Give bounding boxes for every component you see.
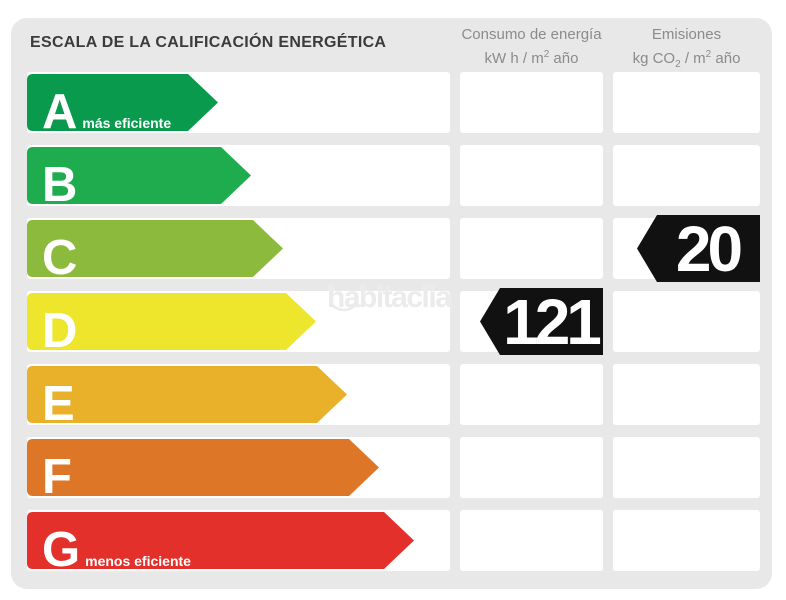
rating-row-e: E bbox=[27, 364, 760, 429]
rating-letter-g: G bbox=[42, 523, 81, 577]
consumo-cell-d: 121 bbox=[460, 288, 603, 355]
rating-bar-cell-d: D bbox=[27, 291, 450, 356]
emisiones-unit-superscript: 2 bbox=[705, 49, 712, 60]
rating-bar-cell-b: B bbox=[27, 145, 450, 210]
energy-scale-panel: ESCALA DE LA CALIFICACIÓN ENERGÉTICA Con… bbox=[11, 18, 772, 589]
rating-bar-arrow-b: B bbox=[27, 147, 251, 210]
rating-bar-text: B bbox=[42, 161, 77, 210]
rating-bar-cell-e: E bbox=[27, 364, 450, 429]
rating-note-a: más eficiente bbox=[82, 115, 172, 131]
rating-row-d: D 121 bbox=[27, 288, 760, 356]
rating-letter-a: A bbox=[42, 85, 78, 139]
emisiones-cell-f bbox=[613, 437, 760, 498]
rating-letter-c: C bbox=[42, 231, 78, 285]
rating-bar-shape bbox=[27, 439, 379, 496]
rating-bar-text: F bbox=[42, 453, 72, 502]
consumo-cell-g bbox=[460, 510, 603, 571]
rating-bar-arrow-f: F bbox=[27, 439, 379, 502]
rating-row-c: C 20 bbox=[27, 215, 760, 283]
rating-bar-arrow-e: E bbox=[27, 366, 347, 429]
rating-bar-shape bbox=[27, 512, 414, 569]
emisiones-cell-g bbox=[613, 510, 760, 571]
emisiones-cell-b bbox=[613, 145, 760, 206]
consumo-cell-e bbox=[460, 364, 603, 425]
rating-bar-text: C bbox=[42, 234, 77, 283]
rating-letter-e: E bbox=[42, 377, 75, 431]
emisiones-column-header: Emisiones kg CO2 / m2 año bbox=[613, 25, 760, 75]
emisiones-cell-d bbox=[613, 291, 760, 352]
rating-bar-text: D bbox=[42, 307, 77, 356]
consumo-unit-superscript: 2 bbox=[543, 49, 550, 60]
rating-bar-shape bbox=[27, 366, 347, 423]
consumo-header-title: Consumo de energía bbox=[461, 26, 602, 43]
rating-bar-arrow-d: D bbox=[27, 293, 316, 356]
rating-letter-d: D bbox=[42, 304, 78, 358]
emisiones-unit-subscript: 2 bbox=[675, 59, 681, 70]
emisiones-header-title: Emisiones bbox=[651, 26, 722, 43]
consumo-cell-b bbox=[460, 145, 603, 206]
rating-row-f: F bbox=[27, 437, 760, 502]
consumo-cell-a bbox=[460, 72, 603, 133]
rating-bar-cell-c: C bbox=[27, 218, 450, 283]
rating-bar-shape bbox=[27, 220, 283, 277]
emisiones-value-arrow-value: 20 bbox=[675, 212, 743, 285]
consumo-cell-c bbox=[460, 218, 603, 279]
rating-bar-shape bbox=[27, 74, 218, 131]
emisiones-header-units: kg CO2 / m2 año bbox=[632, 49, 741, 70]
consumo-value-arrow-value: 121 bbox=[503, 285, 602, 358]
rating-note-g: menos eficiente bbox=[85, 553, 191, 569]
rating-letter-b: B bbox=[42, 158, 78, 212]
rating-bar-shape bbox=[27, 293, 316, 350]
rating-bar-arrow-c: C bbox=[27, 220, 283, 283]
emisiones-cell-a bbox=[613, 72, 760, 133]
emisiones-cell-e bbox=[613, 364, 760, 425]
rating-bar-cell-f: F bbox=[27, 437, 450, 502]
consumo-cell-f bbox=[460, 437, 603, 498]
page-title: ESCALA DE LA CALIFICACIÓN ENERGÉTICA bbox=[30, 34, 387, 51]
rating-bar-shape bbox=[27, 147, 251, 204]
emisiones-value-arrow: 20 bbox=[637, 215, 760, 282]
consumo-column-header: Consumo de energía kW h / m2 año bbox=[460, 25, 603, 69]
emisiones-cell-c: 20 bbox=[613, 215, 760, 282]
consumo-header-units: kW h / m2 año bbox=[484, 49, 579, 67]
consumo-value-arrow: 121 bbox=[480, 288, 603, 355]
rating-bar-text: E bbox=[42, 380, 75, 429]
rating-row-b: B bbox=[27, 145, 760, 210]
rating-letter-f: F bbox=[42, 450, 72, 504]
